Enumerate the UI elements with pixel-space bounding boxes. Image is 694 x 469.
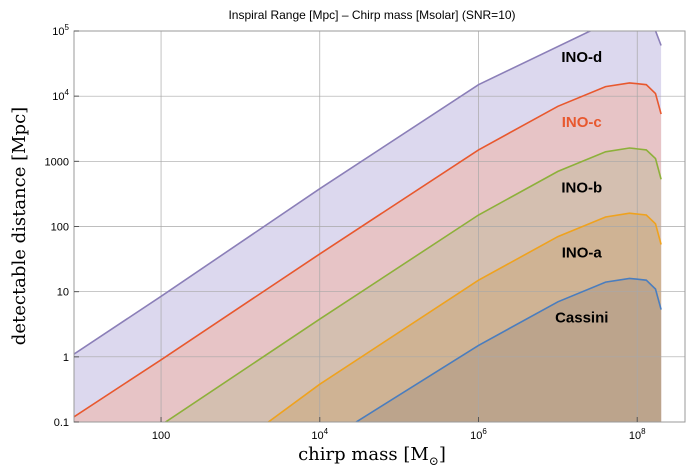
series-label-ino-b: INO-b	[561, 179, 602, 196]
series-label-ino-c: INO-c	[562, 114, 602, 131]
series-label-ino-a: INO-a	[562, 244, 603, 261]
x-tick-label: 100	[152, 430, 170, 442]
fill-areas	[74, 31, 662, 422]
tick-base: 0.1	[54, 417, 69, 429]
y-tick-label: 100	[51, 222, 69, 234]
x-tick-label: 108	[629, 427, 646, 442]
tick-exponent: 4	[324, 427, 329, 436]
x-axis-label-close: ]	[439, 444, 446, 465]
y-tick-label: 105	[52, 23, 69, 38]
chart-title: Inspiral Range [Mpc] – Chirp mass [Msola…	[228, 8, 515, 22]
y-axis-label: detectable distance [Mpc]	[9, 107, 30, 345]
x-tick-label: 104	[311, 427, 328, 442]
x-axis-label: chirp mass [M⊙]	[298, 444, 446, 468]
tick-exponent: 8	[641, 427, 646, 436]
tick-exponent: 4	[65, 88, 70, 97]
tick-base: 100	[152, 430, 170, 442]
tick-base: 1	[63, 352, 69, 364]
tick-base: 10	[52, 91, 64, 103]
y-tick-label: 1	[63, 352, 69, 364]
x-tick-label: 106	[470, 427, 487, 442]
curve-ino-d	[74, 31, 662, 355]
tick-exponent: 5	[65, 23, 70, 32]
y-tick-label: 10	[57, 287, 69, 299]
tick-base: 10	[311, 430, 323, 442]
series-curves	[74, 31, 662, 422]
x-axis-label-subscript: ⊙	[429, 454, 439, 468]
x-axis-label-main: chirp mass [M	[298, 444, 429, 465]
curve-ino-a	[267, 212, 662, 422]
curve-ino-c	[74, 82, 662, 418]
tick-base: 10	[52, 26, 64, 38]
series-label-cassini: Cassini	[555, 310, 608, 327]
y-tick-label: 104	[52, 88, 69, 103]
curve-cassini	[354, 277, 662, 422]
tick-base: 10	[470, 430, 482, 442]
tick-base: 10	[57, 287, 69, 299]
fill-cassini	[356, 278, 662, 422]
series-label-ino-d: INO-d	[561, 49, 602, 66]
tick-base: 100	[51, 222, 69, 234]
y-tick-label: 1000	[45, 156, 69, 168]
tick-base: 1000	[45, 156, 69, 168]
series-labels: INO-d INO-c INO-b INO-a Cassini	[555, 49, 608, 327]
tick-exponent: 6	[482, 427, 487, 436]
curve-ino-b	[164, 147, 662, 422]
tick-base: 10	[629, 430, 641, 442]
y-tick-label: 0.1	[54, 417, 69, 429]
